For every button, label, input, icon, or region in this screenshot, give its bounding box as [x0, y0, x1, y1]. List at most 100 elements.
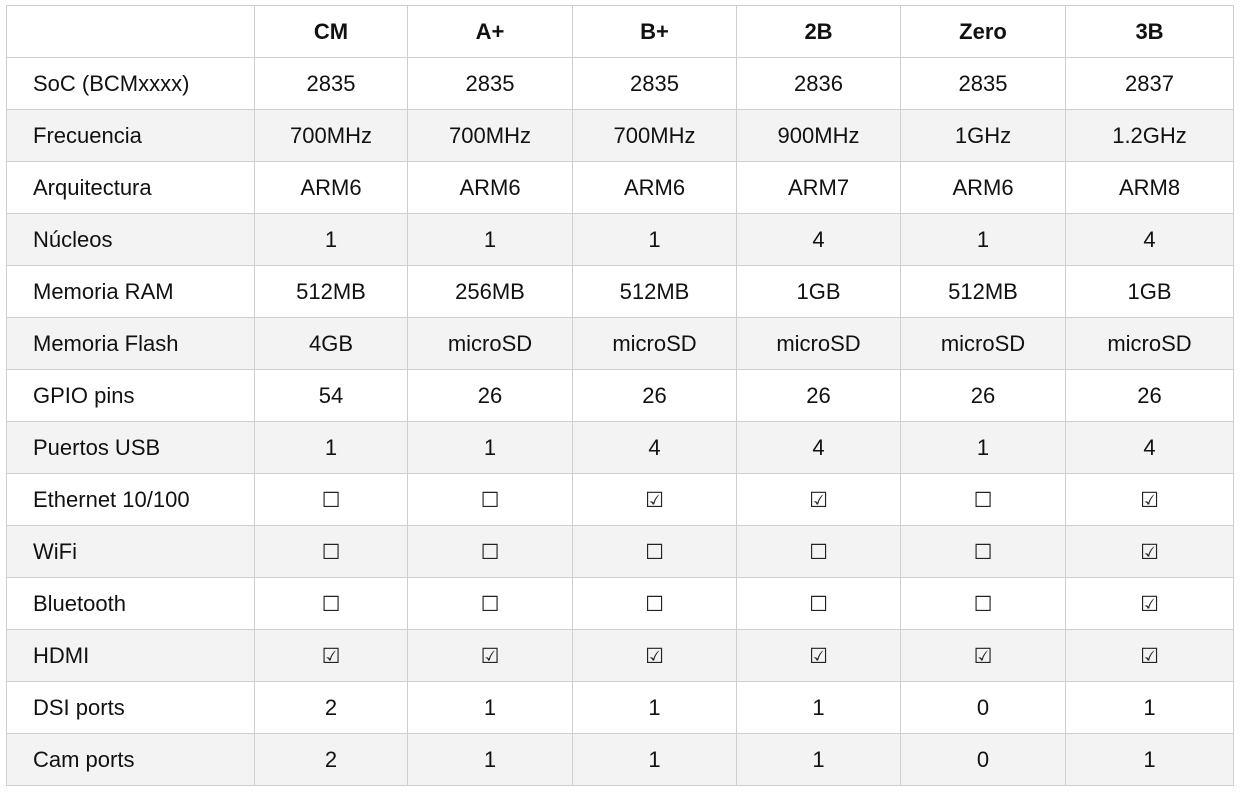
column-header: CM — [254, 5, 408, 58]
table-cell: ☑ — [736, 473, 901, 526]
raspberry-pi-comparison-table: CM A+ B+ 2B Zero 3B SoC (BCMxxxx) 2835 283… — [6, 5, 1234, 786]
table-cell: ☐ — [736, 525, 901, 578]
table-row: Puertos USB 1 1 4 4 1 4 — [6, 421, 1234, 474]
column-header: A+ — [407, 5, 573, 58]
table-cell: ☐ — [254, 473, 408, 526]
table-cell: ☐ — [254, 525, 408, 578]
row-label: DSI ports — [6, 681, 255, 734]
header-row: CM A+ B+ 2B Zero 3B — [6, 5, 1234, 58]
table-cell: 26 — [572, 369, 737, 422]
table-cell: ☑ — [254, 629, 408, 682]
table-cell: 700MHz — [572, 109, 737, 162]
row-label: Arquitectura — [6, 161, 255, 214]
column-header: Zero — [900, 5, 1066, 58]
table-cell: 2835 — [900, 57, 1066, 110]
table-cell: ARM7 — [736, 161, 901, 214]
table-row: GPIO pins 54 26 26 26 26 26 — [6, 369, 1234, 422]
table-cell: microSD — [900, 317, 1066, 370]
row-label: Frecuencia — [6, 109, 255, 162]
table-cell: ☐ — [900, 473, 1066, 526]
table-cell: ☑ — [1065, 629, 1234, 682]
table-cell: 4 — [1065, 213, 1234, 266]
table-cell: 2 — [254, 733, 408, 786]
table-cell: 1 — [1065, 733, 1234, 786]
row-label: Núcleos — [6, 213, 255, 266]
row-label: Bluetooth — [6, 577, 255, 630]
table-row: Arquitectura ARM6 ARM6 ARM6 ARM7 ARM6 ARM8 — [6, 161, 1234, 214]
table-cell: microSD — [572, 317, 737, 370]
table-cell: 1GB — [1065, 265, 1234, 318]
corner-cell — [6, 5, 255, 58]
table-cell: 700MHz — [407, 109, 573, 162]
table-body: SoC (BCMxxxx) 2835 2835 2835 2836 2835 2837 Fre… — [6, 57, 1234, 786]
comparison-table-container: CM A+ B+ 2B Zero 3B SoC (BCMxxxx) 2835 283… — [6, 5, 1234, 786]
table-cell: 1.2GHz — [1065, 109, 1234, 162]
table-cell: 1 — [407, 421, 573, 474]
table-cell: 1 — [254, 421, 408, 474]
table-row: Memoria Flash 4GB microSD microSD microSD mic… — [6, 317, 1234, 370]
unchecked-box-icon: ☐ — [480, 487, 500, 512]
table-cell: 0 — [900, 681, 1066, 734]
table-cell: 700MHz — [254, 109, 408, 162]
row-label: Memoria RAM — [6, 265, 255, 318]
table-cell: 4 — [736, 213, 901, 266]
checked-box-icon: ☑ — [1140, 591, 1159, 616]
checked-box-icon: ☑ — [480, 643, 500, 668]
table-cell: 2 — [254, 681, 408, 734]
table-cell: ☑ — [407, 629, 573, 682]
table-cell: 2836 — [736, 57, 901, 110]
unchecked-box-icon: ☐ — [973, 539, 993, 564]
table-cell: 1 — [572, 213, 737, 266]
table-cell: ☐ — [736, 577, 901, 630]
table-cell: 1 — [736, 681, 901, 734]
unchecked-box-icon: ☐ — [480, 539, 500, 564]
table-cell: 1GB — [736, 265, 901, 318]
table-row: Cam ports 2 1 1 1 0 1 — [6, 733, 1234, 786]
table-cell: 1 — [407, 213, 573, 266]
table-cell: 1 — [736, 733, 901, 786]
table-cell: ☐ — [572, 525, 737, 578]
table-row: Memoria RAM 512MB 256MB 512MB 1GB 512MB 1GB — [6, 265, 1234, 318]
table-cell: 4 — [1065, 421, 1234, 474]
checked-box-icon: ☑ — [973, 643, 993, 668]
table-cell: 1 — [254, 213, 408, 266]
table-cell: 1 — [407, 733, 573, 786]
checked-box-icon: ☑ — [321, 643, 341, 668]
table-cell: 512MB — [900, 265, 1066, 318]
table-cell: 4 — [572, 421, 737, 474]
unchecked-box-icon: ☐ — [645, 591, 664, 616]
table-cell: 54 — [254, 369, 408, 422]
table-cell: ☐ — [572, 577, 737, 630]
table-cell: 2835 — [572, 57, 737, 110]
table-cell: 512MB — [572, 265, 737, 318]
unchecked-box-icon: ☐ — [321, 487, 341, 512]
table-row: Frecuencia 700MHz 700MHz 700MHz 900MHz 1GHz 1.… — [6, 109, 1234, 162]
table-row: Ethernet 10/100 ☐ ☐ ☑ ☑ ☐ ☑ — [6, 473, 1234, 526]
table-cell: 26 — [1065, 369, 1234, 422]
checked-box-icon: ☑ — [1140, 539, 1159, 564]
row-label: Memoria Flash — [6, 317, 255, 370]
unchecked-box-icon: ☐ — [973, 487, 993, 512]
unchecked-box-icon: ☐ — [973, 591, 993, 616]
checked-box-icon: ☑ — [645, 643, 664, 668]
table-row: WiFi ☐ ☐ ☐ ☐ ☐ ☑ — [6, 525, 1234, 578]
column-header: B+ — [572, 5, 737, 58]
table-cell: 2837 — [1065, 57, 1234, 110]
table-cell: microSD — [407, 317, 573, 370]
table-row: SoC (BCMxxxx) 2835 2835 2835 2836 2835 2837 — [6, 57, 1234, 110]
table-cell: 4 — [736, 421, 901, 474]
table-cell: 1 — [1065, 681, 1234, 734]
table-cell: 256MB — [407, 265, 573, 318]
table-row: Núcleos 1 1 1 4 1 4 — [6, 213, 1234, 266]
table-cell: 512MB — [254, 265, 408, 318]
unchecked-box-icon: ☐ — [809, 591, 828, 616]
row-label: SoC (BCMxxxx) — [6, 57, 255, 110]
row-label: HDMI — [6, 629, 255, 682]
table-row: DSI ports 2 1 1 1 0 1 — [6, 681, 1234, 734]
table-cell: ARM6 — [407, 161, 573, 214]
checked-box-icon: ☑ — [809, 487, 828, 512]
table-row: Bluetooth ☐ ☐ ☐ ☐ ☐ ☑ — [6, 577, 1234, 630]
column-header: 2B — [736, 5, 901, 58]
table-cell: ARM6 — [254, 161, 408, 214]
table-cell: ☐ — [407, 525, 573, 578]
